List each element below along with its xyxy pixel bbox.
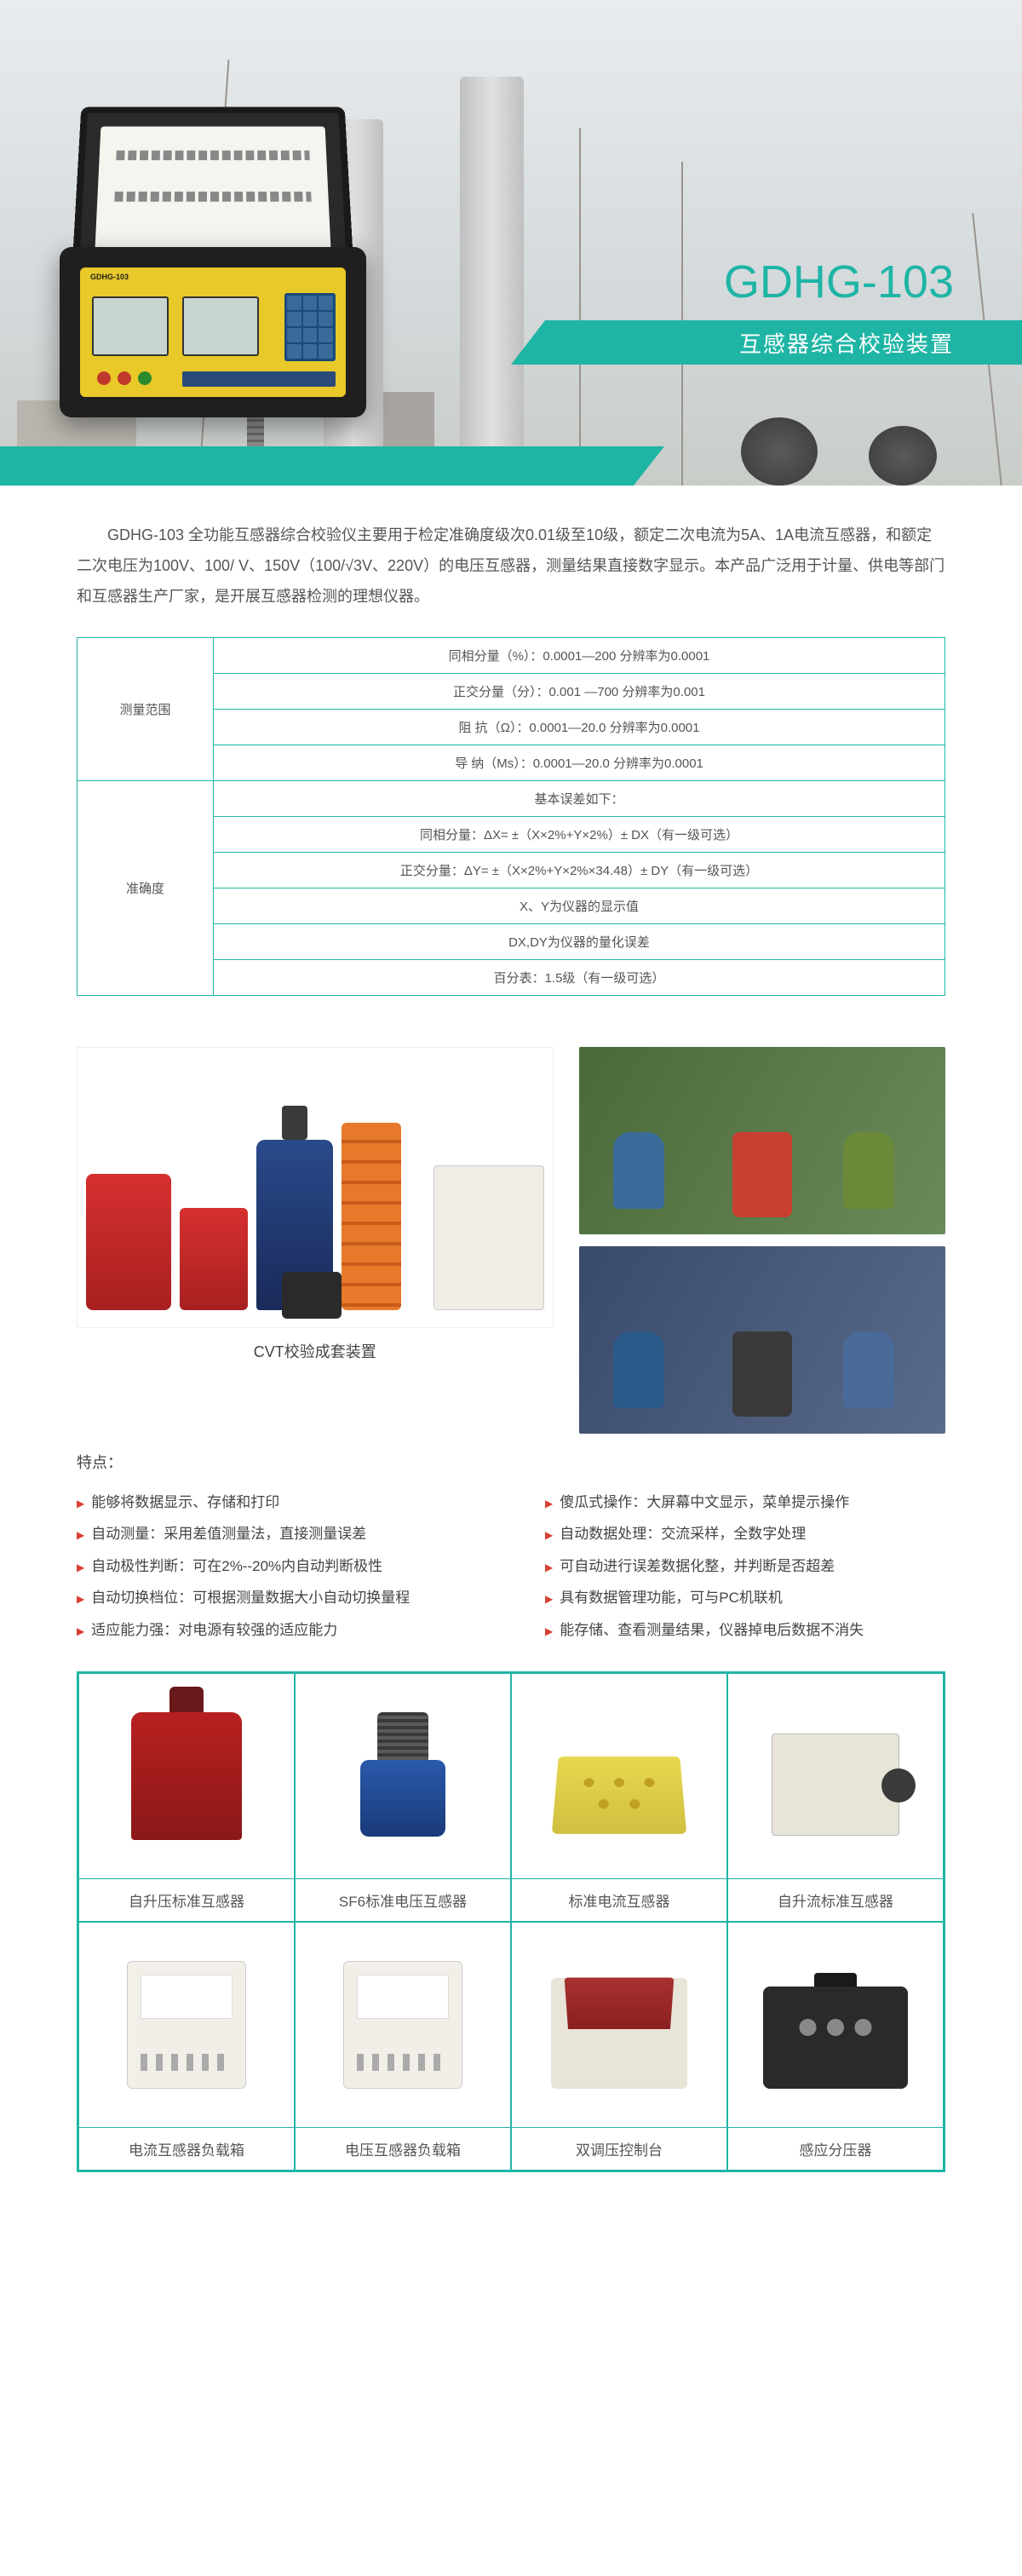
product-image	[79, 1674, 294, 1878]
bg-tower	[460, 77, 524, 486]
feature-item: 自动切换档位：可根据测量数据大小自动切换量程	[77, 1582, 477, 1613]
feature-item: 适应能力强：对电源有较强的适应能力	[77, 1614, 477, 1646]
product-cell: 标准电流互感器	[511, 1673, 727, 1922]
spec-row: 正交分量：ΔY= ±（X×2%+Y×2%×34.48）± DY（有一级可选）	[214, 853, 945, 888]
features-title: 特点：	[77, 1451, 945, 1473]
product-cell: 电流互感器负载箱	[78, 1922, 295, 2171]
product-cell: SF6标准电压互感器	[295, 1673, 511, 1922]
features-section: 特点： 能够将数据显示、存储和打印自动测量：采用差值测量法，直接测量误差自动极性…	[0, 1451, 1022, 1671]
intro-paragraph: GDHG-103 全功能互感器综合校验仪主要用于检定准确度级次0.01级至10级…	[0, 486, 1022, 637]
product-cell: 自升压标准互感器	[78, 1673, 295, 1922]
spec-row: 正交分量（分）：0.001 —700 分辨率为0.001	[214, 674, 945, 710]
bg-coil	[869, 426, 937, 486]
product-image	[728, 1923, 943, 2127]
spec-row: X、Y为仪器的显示值	[214, 888, 945, 924]
feature-item: 自动测量：采用差值测量法，直接测量误差	[77, 1518, 477, 1550]
spec-row: 阻 抗（Ω）：0.0001—20.0 分辨率为0.0001	[214, 710, 945, 745]
feature-item: 自动极性判断：可在2%--20%内自动判断极性	[77, 1550, 477, 1582]
product-name: 感应分压器	[728, 2127, 943, 2170]
spec-row: 同相分量：ΔX= ±（X×2%+Y×2%）± DX（有一级可选）	[214, 817, 945, 853]
product-name: 自升压标准互感器	[79, 1878, 294, 1921]
spec-section-header: 测量范围	[78, 638, 214, 781]
product-cell: 感应分压器	[727, 1922, 944, 2171]
product-name: 电流互感器负载箱	[79, 2127, 294, 2170]
product-name: SF6标准电压互感器	[296, 1878, 510, 1921]
product-cell: 电压互感器负载箱	[295, 1922, 511, 2171]
spec-row: 同相分量（%）：0.0001—200 分辨率为0.0001	[214, 638, 945, 674]
product-cell: 自升流标准互感器	[727, 1673, 944, 1922]
product-name: 电压互感器负载箱	[296, 2127, 510, 2170]
product-image	[728, 1674, 943, 1878]
product-name: 自升流标准互感器	[728, 1878, 943, 1921]
product-image	[79, 1923, 294, 2127]
equipment-set-image	[77, 1047, 554, 1328]
title-band: GDHG-103 互感器综合校验装置	[545, 256, 1022, 365]
feature-item: 能存储、查看测量结果，仪器掉电后数据不消失	[545, 1614, 945, 1646]
features-col-left: 能够将数据显示、存储和打印自动测量：采用差值测量法，直接测量误差自动极性判断：可…	[77, 1486, 477, 1646]
gallery-caption: CVT校验成套装置	[77, 1328, 554, 1374]
hero-banner: GDHG-103 GDHG-103 互感器综合校验装置	[0, 0, 1022, 486]
bg-coil	[741, 417, 818, 486]
product-image	[512, 1923, 726, 2127]
product-grid: 自升压标准互感器SF6标准电压互感器标准电流互感器自升流标准互感器电流互感器负载…	[77, 1671, 945, 2172]
model-number: GDHG-103	[545, 256, 1022, 308]
feature-item: 具有数据管理功能，可与PC机联机	[545, 1582, 945, 1613]
usage-photo	[579, 1047, 945, 1234]
features-col-right: 傻瓜式操作：大屏幕中文显示，菜单提示操作自动数据处理：交流采样，全数字处理可自动…	[545, 1486, 945, 1646]
product-title: 互感器综合校验装置	[739, 327, 954, 359]
feature-item: 能够将数据显示、存储和打印	[77, 1486, 477, 1518]
spec-section-header: 准确度	[78, 781, 214, 996]
spec-row: DX,DY为仪器的量化误差	[214, 924, 945, 960]
usage-photo	[579, 1246, 945, 1434]
gallery-section: CVT校验成套装置	[0, 1047, 1022, 1434]
product-name: 标准电流互感器	[512, 1878, 726, 1921]
spec-row: 百分表：1.5级（有一级可选）	[214, 960, 945, 996]
product-cell: 双调压控制台	[511, 1922, 727, 2171]
feature-item: 傻瓜式操作：大屏幕中文显示，菜单提示操作	[545, 1486, 945, 1518]
product-device-image: GDHG-103	[51, 102, 375, 426]
product-name: 双调压控制台	[512, 2127, 726, 2170]
product-image	[512, 1674, 726, 1878]
spec-row: 导 纳（Ms）：0.0001—20.0 分辨率为0.0001	[214, 745, 945, 781]
feature-item: 可自动进行误差数据化整，并判断是否超差	[545, 1550, 945, 1582]
feature-item: 自动数据处理：交流采样，全数字处理	[545, 1518, 945, 1550]
device-model-label: GDHG-103	[90, 273, 129, 281]
product-image	[296, 1674, 510, 1878]
decor-stripe	[0, 446, 634, 486]
spec-table: 测量范围同相分量（%）：0.0001—200 分辨率为0.0001正交分量（分）…	[77, 637, 945, 996]
spec-row: 基本误差如下：	[214, 781, 945, 817]
product-image	[296, 1923, 510, 2127]
